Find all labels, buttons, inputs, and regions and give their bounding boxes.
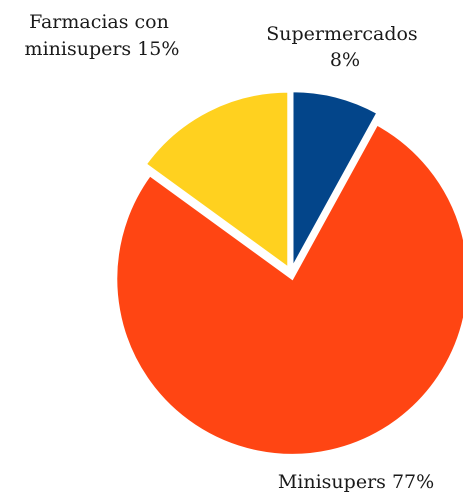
label-farmacias: Farmacias con minisupers 15% xyxy=(25,11,180,60)
label-supermercados-line2: 8% xyxy=(330,49,360,71)
pie-slice-farmacias xyxy=(144,90,290,270)
label-supermercados: Supermercados 8% xyxy=(266,23,423,71)
label-supermercados-line1: Supermercados xyxy=(266,23,417,45)
pie-slice-supermercados xyxy=(291,90,379,268)
label-minisupers-line1: Minisupers 77% xyxy=(278,471,434,493)
label-minisupers: Minisupers 77% xyxy=(278,471,434,493)
pie-slice-minisupers xyxy=(115,123,463,456)
label-farmacias-line2: minisupers 15% xyxy=(25,38,180,60)
label-farmacias-line1: Farmacias con xyxy=(29,11,169,33)
pie-slices xyxy=(115,90,463,456)
